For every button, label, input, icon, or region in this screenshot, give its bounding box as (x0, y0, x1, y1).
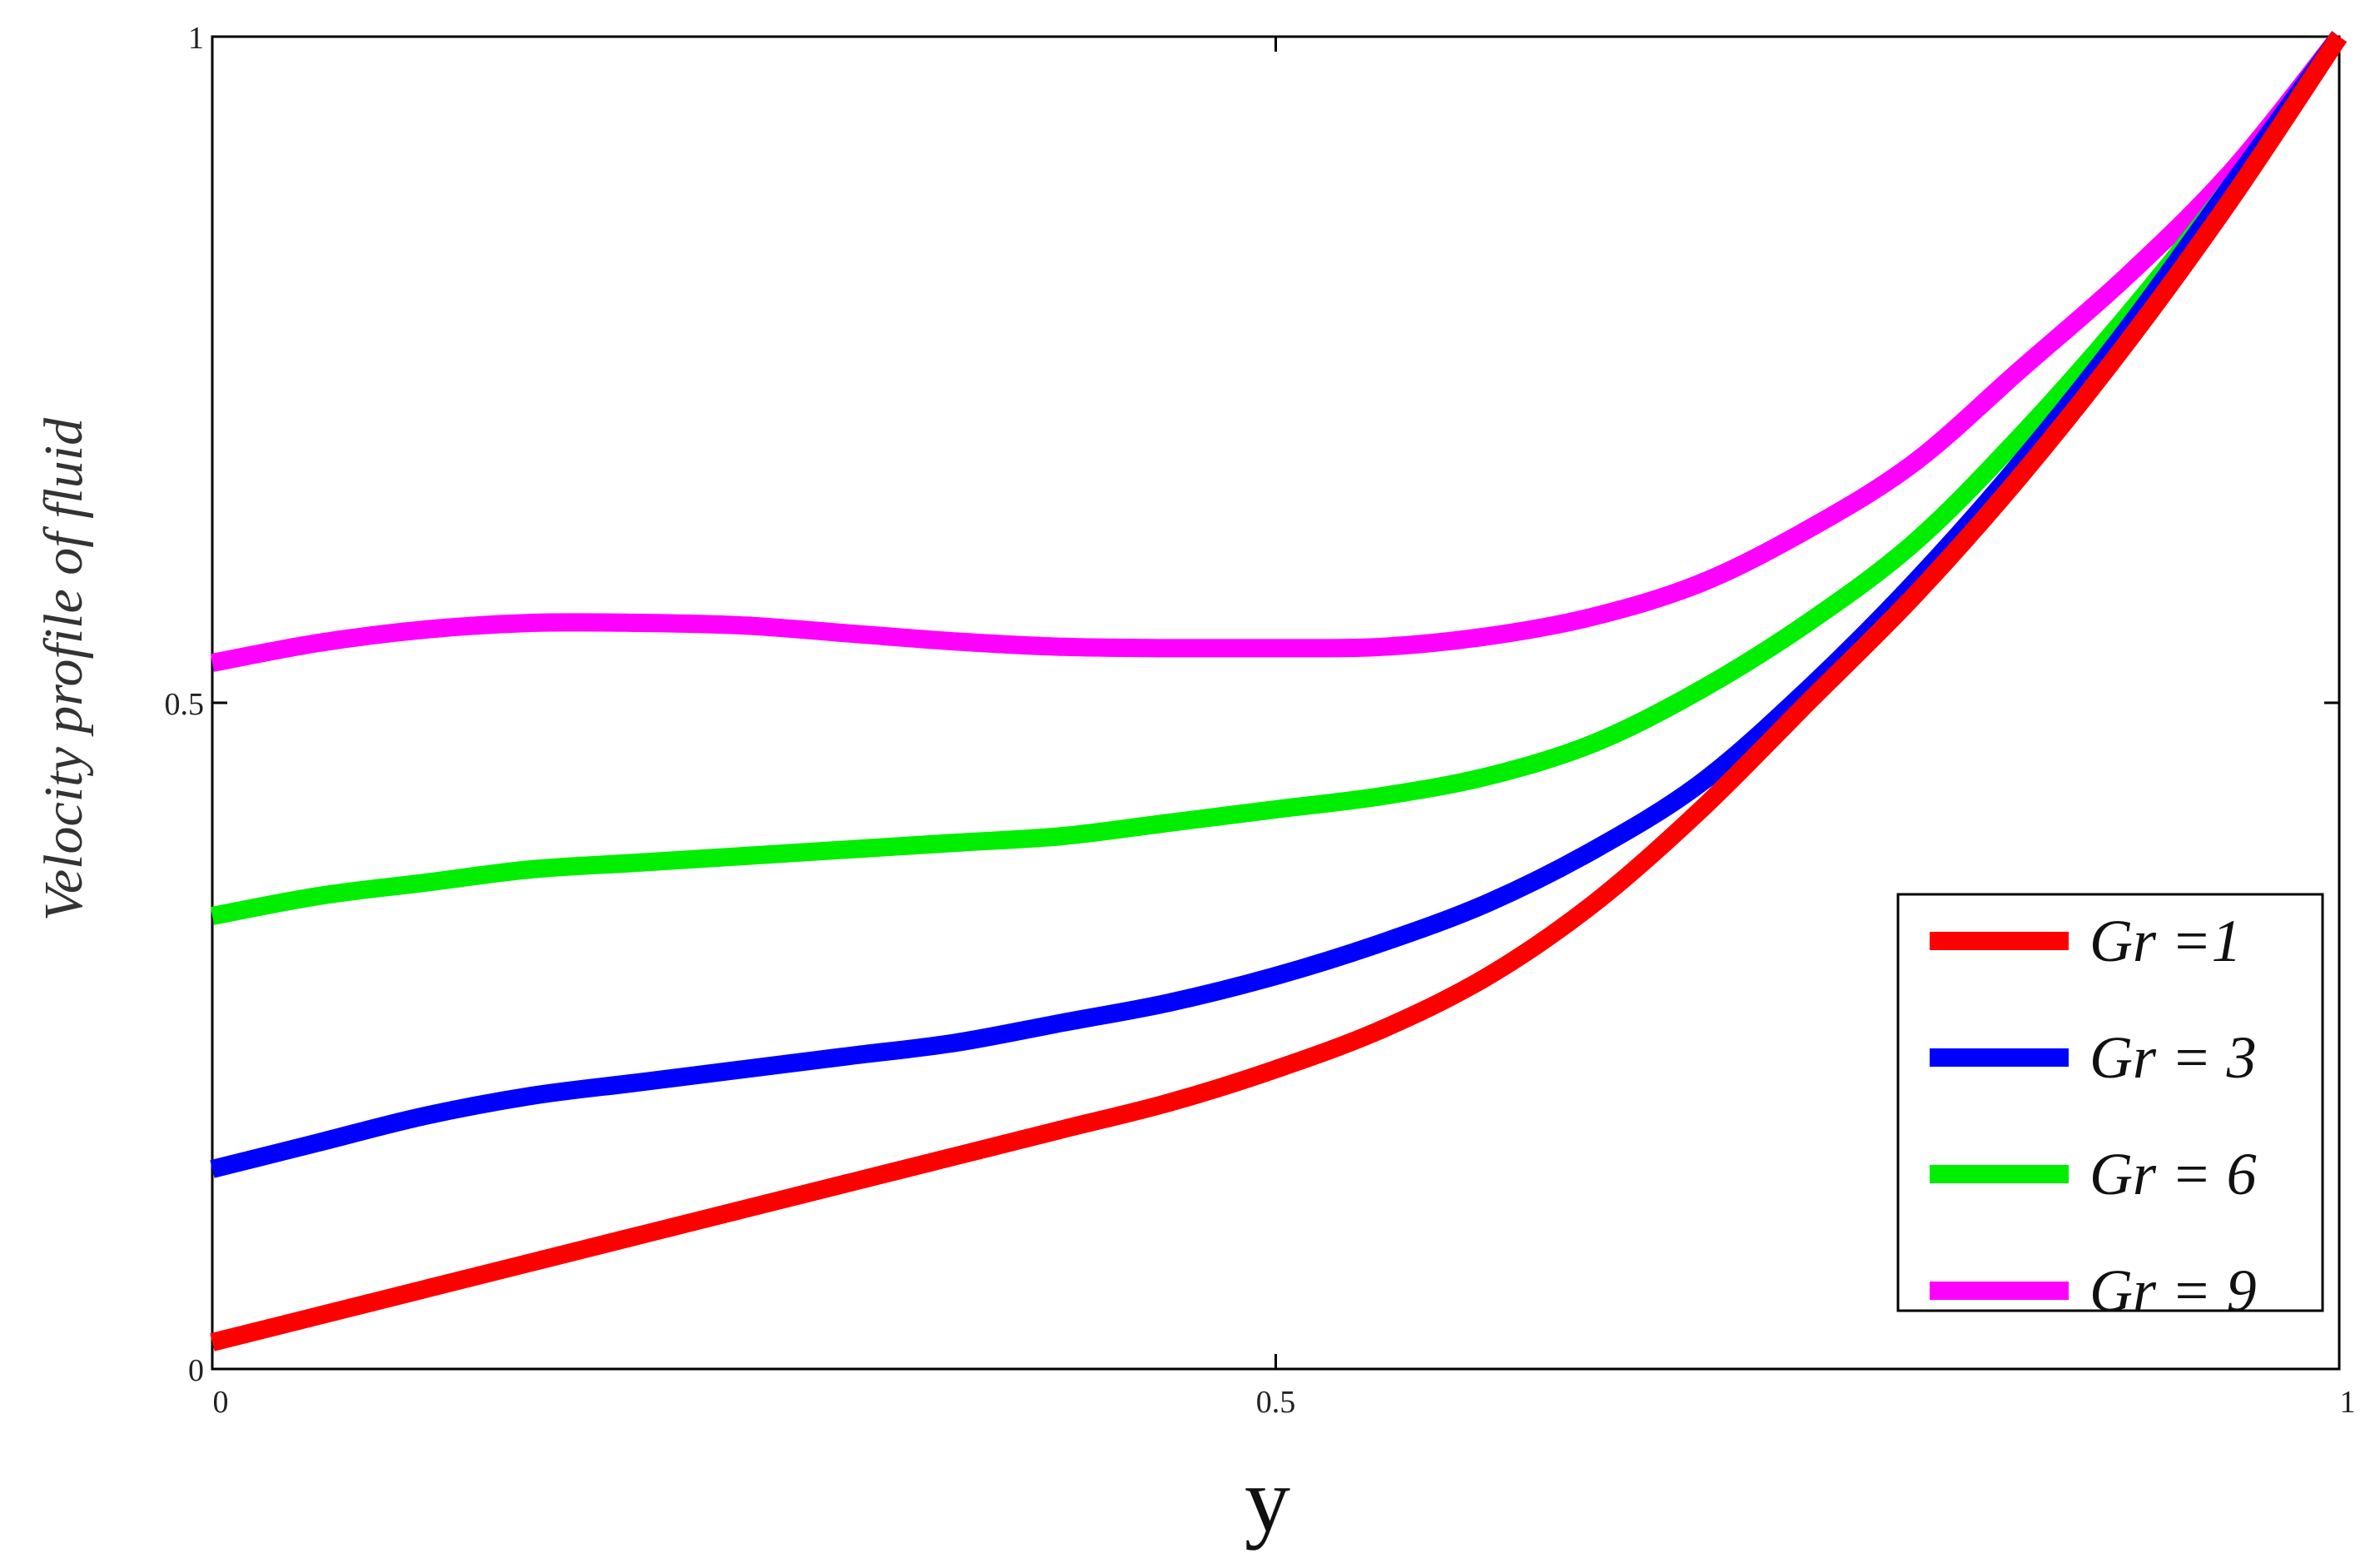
x-axis-title: y (1245, 1449, 1290, 1551)
series-line-1 (210, 31, 2348, 1351)
legend-box (1896, 893, 2324, 1312)
legend-label: Gr = 3 (2089, 1024, 2257, 1091)
legend-label: Gr = 9 (2089, 1257, 2257, 1324)
y-tick-label: 0 (188, 1353, 204, 1388)
x-tick-label: 0.5 (1256, 1385, 1296, 1420)
legend-label: Gr =1 (2089, 908, 2242, 974)
series-line-3 (210, 31, 2347, 925)
x-tick-label: 1 (2340, 1385, 2356, 1420)
y-tick-label: 0.5 (165, 687, 205, 722)
y-tick-label: 1 (188, 21, 204, 56)
series-line-4 (210, 31, 2347, 672)
y-axis-title: Velocity profile of fluid (33, 417, 94, 921)
legend-label: Gr = 6 (2089, 1141, 2257, 1207)
x-tick-label: 0 (213, 1385, 229, 1420)
